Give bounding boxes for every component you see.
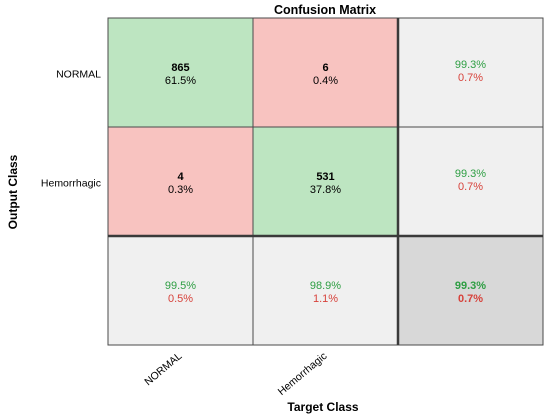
cell-count: 865 xyxy=(171,62,189,74)
matrix-cell-r2-c0 xyxy=(107,235,254,346)
matrix-cell-r0-c2 xyxy=(397,17,544,128)
summary-correct-percent: 99.3% xyxy=(455,280,486,292)
summary-correct-percent: 99.3% xyxy=(455,168,486,180)
x-tick-label: NORMAL xyxy=(142,350,184,388)
cell-count: 6 xyxy=(322,62,328,74)
summary-correct-percent: 99.3% xyxy=(455,59,486,71)
cell-count: 531 xyxy=(316,171,334,183)
y-tick-label: Hemorrhagic xyxy=(41,178,101,190)
x-axis-label: Target Class xyxy=(287,400,358,414)
matrix-cell-r0-c0 xyxy=(107,17,254,128)
summary-correct-percent: 99.5% xyxy=(165,280,196,292)
matrix-cell-r2-c1 xyxy=(252,235,399,346)
matrix-cell-r1-c2 xyxy=(397,126,544,237)
cell-percent: 37.8% xyxy=(310,184,341,196)
y-tick-label: NORMAL xyxy=(56,69,101,81)
summary-error-percent: 0.5% xyxy=(168,293,193,305)
chart-title: Confusion Matrix xyxy=(274,3,376,17)
matrix-cell-r0-c1 xyxy=(252,17,399,128)
matrix-cell-r1-c1 xyxy=(252,126,399,237)
summary-correct-percent: 98.9% xyxy=(310,280,341,292)
cell-percent: 0.3% xyxy=(168,184,193,196)
matrix-cells xyxy=(107,17,544,346)
cell-labels: 86561.5%60.4%99.3%0.7%40.3%53137.8%99.3%… xyxy=(165,59,486,305)
cell-percent: 0.4% xyxy=(313,75,338,87)
cell-percent: 61.5% xyxy=(165,75,196,87)
summary-error-percent: 1.1% xyxy=(313,293,338,305)
matrix-cell-r1-c0 xyxy=(107,126,254,237)
cell-count: 4 xyxy=(177,171,184,183)
summary-error-percent: 0.7% xyxy=(458,72,483,84)
summary-error-percent: 0.7% xyxy=(458,293,483,305)
x-tick-label: Hemorrhagic xyxy=(276,350,330,398)
y-axis-label: Output Class xyxy=(6,154,20,229)
summary-error-percent: 0.7% xyxy=(458,181,483,193)
